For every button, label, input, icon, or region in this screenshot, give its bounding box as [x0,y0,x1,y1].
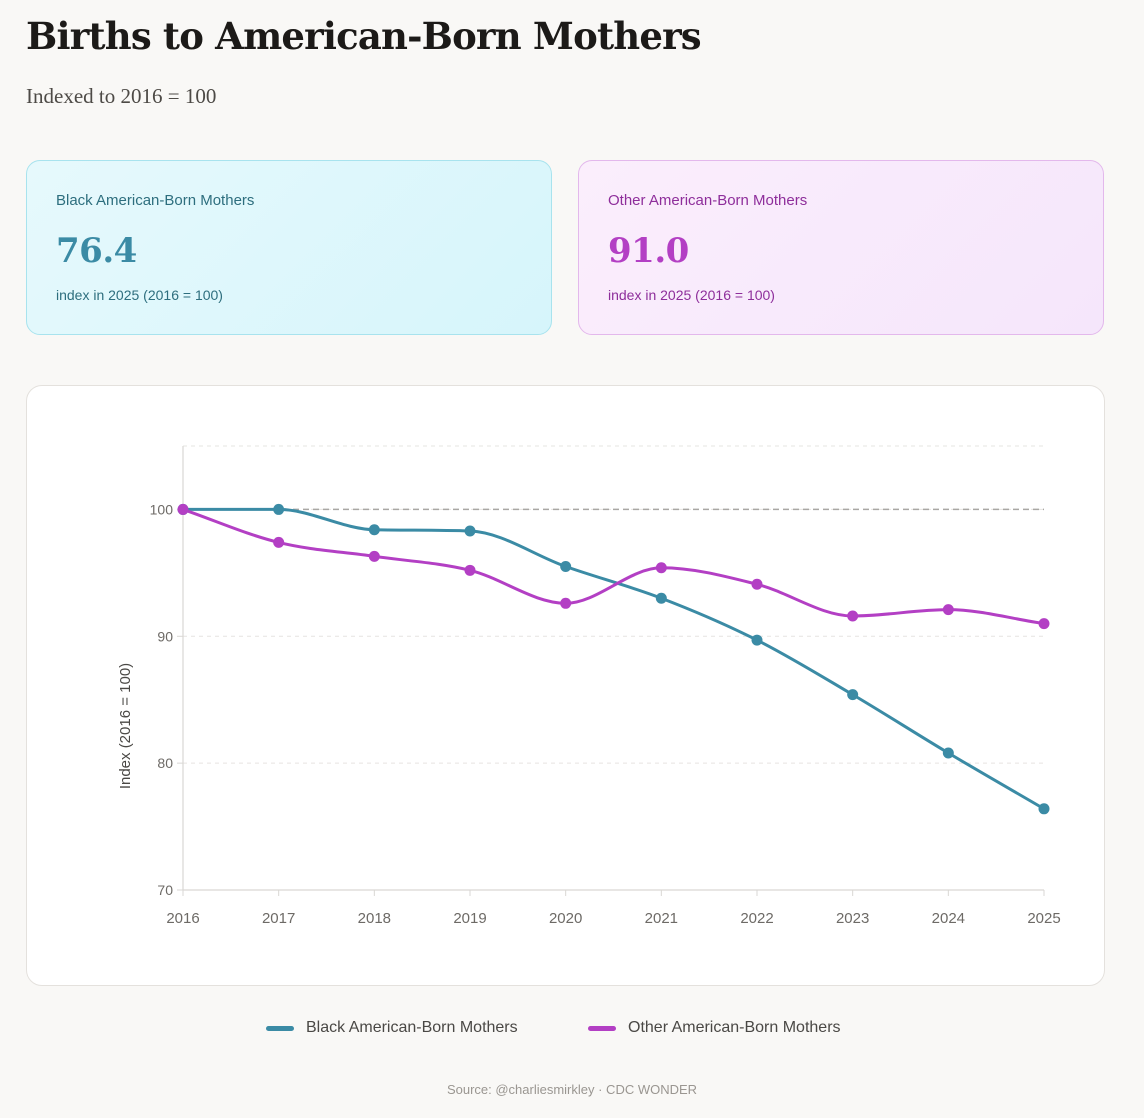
data-point-black-2024 [942,747,954,759]
black-mothers-stat-card: Black American-Born Mothers 76.4 index i… [26,160,552,335]
y-tick-label-100: 100 [150,501,174,517]
black-card-label: Black American-Born Mothers [56,192,255,209]
data-point-black-2021 [655,592,667,604]
y-axis-title: Index (2016 = 100) [117,663,134,789]
x-tick-label-2017: 2017 [262,910,295,927]
x-tick-label-2020: 2020 [549,910,582,927]
data-point-other-2016 [177,503,189,515]
page-subtitle: Indexed to 2016 = 100 [26,84,217,108]
x-tick-label-2023: 2023 [836,910,869,927]
data-point-other-2024 [942,604,954,616]
source-note: Source: @charliesmirkley · CDC WONDER [446,1082,698,1097]
chart-legend: Black American-Born Mothers Other Americ… [0,1017,1144,1041]
legend-swatch-other [588,1026,616,1031]
data-point-black-2020 [560,561,572,573]
data-point-black-2017 [273,503,285,515]
line-chart: 70 80 90 100 2016 2017 2018 2019 2020 2021 2022 202… [117,445,1061,927]
y-tick-label-70: 70 [157,882,173,898]
data-point-other-2021 [655,562,667,574]
black-card-note: index in 2025 (2016 = 100) [56,287,223,303]
x-tick-label-2021: 2021 [645,910,678,927]
data-point-other-2019 [464,564,476,576]
data-point-other-2018 [368,550,380,562]
y-tick-label-80: 80 [157,755,173,771]
legend-label-black: Black American-Born Mothers [306,1019,518,1036]
x-tick-label-2025: 2025 [1027,910,1060,927]
data-point-black-2019 [464,525,476,537]
y-tick-label-90: 90 [157,628,173,644]
series-line-other [181,507,1046,626]
x-tick-label-2019: 2019 [453,910,486,927]
x-tick-label-2024: 2024 [932,910,965,927]
data-point-other-2025 [1038,618,1050,630]
data-point-other-2023 [847,610,859,622]
chart-panel: 70 80 90 100 2016 2017 2018 2019 2020 2021 2022 202… [26,385,1105,986]
series-line-black [181,507,1046,811]
black-card-value: 76.4 [56,231,137,271]
x-tick-label-2018: 2018 [358,910,391,927]
data-point-black-2018 [368,524,380,536]
other-card-note: index in 2025 (2016 = 100) [608,287,775,303]
other-card-label: Other American-Born Mothers [608,192,808,209]
x-tick-label-2022: 2022 [740,910,773,927]
other-card-value: 91.0 [608,231,689,271]
data-point-black-2022 [751,634,763,646]
x-tick-label-2016: 2016 [166,910,199,927]
data-point-other-2022 [751,578,763,590]
data-point-other-2020 [560,597,572,609]
other-mothers-stat-card: Other American-Born Mothers 91.0 index i… [578,160,1104,335]
legend-swatch-black [266,1026,294,1031]
data-point-black-2023 [847,689,859,701]
data-point-black-2025 [1038,803,1050,815]
page-title: Births to American-Born Mothers [26,14,702,58]
legend-label-other: Other American-Born Mothers [628,1019,841,1036]
data-point-other-2017 [273,536,285,548]
